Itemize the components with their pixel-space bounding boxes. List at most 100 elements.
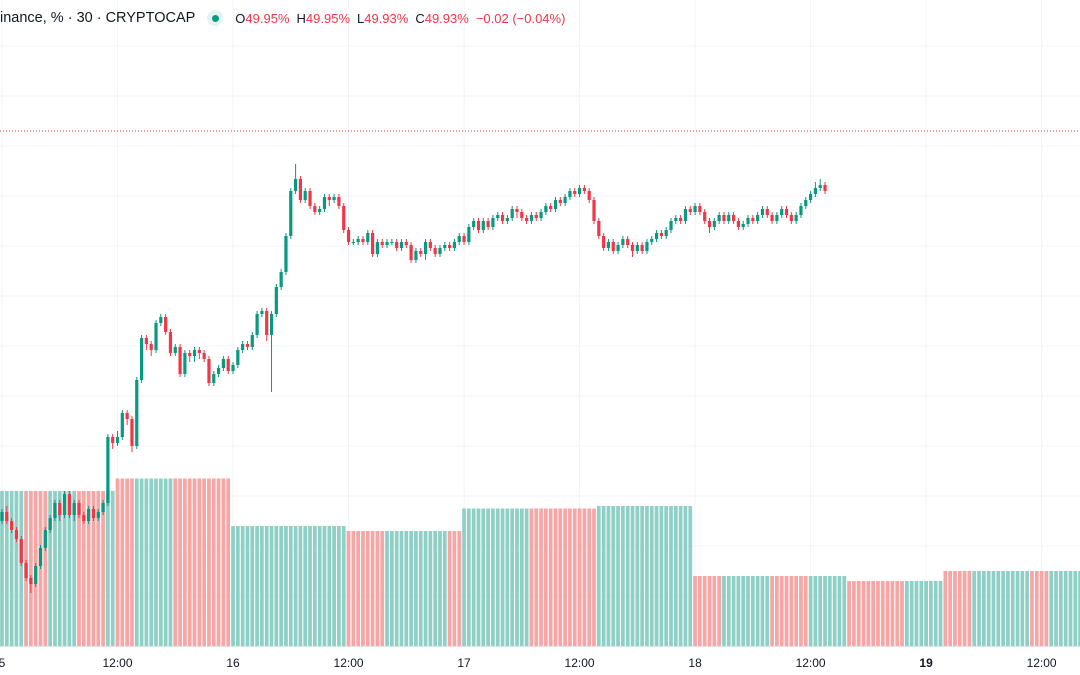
volume-bar [611, 506, 616, 646]
candle [87, 506, 91, 524]
volume-bar [746, 576, 750, 646]
candle [192, 347, 197, 362]
candle [693, 203, 697, 215]
volume-bar [1030, 571, 1034, 646]
candle [38, 545, 43, 569]
candle [409, 242, 413, 263]
volume-bar [67, 491, 72, 646]
candle [770, 212, 774, 224]
volume-bar [750, 576, 755, 646]
candle [419, 248, 423, 257]
candle [53, 500, 57, 521]
candle [731, 212, 736, 224]
candle [120, 410, 124, 440]
candle [101, 500, 105, 515]
candle [722, 212, 726, 224]
volume-bar [852, 581, 856, 646]
volume-bar [361, 531, 365, 646]
volume-bar [914, 581, 919, 646]
volume-bar [120, 478, 125, 646]
volume-bar [158, 478, 163, 646]
volume-bar [1058, 571, 1063, 646]
candle [212, 371, 216, 386]
volume-bar [96, 491, 101, 646]
candle [433, 245, 437, 257]
volume-bar [784, 576, 789, 646]
volume-bar [144, 478, 149, 646]
volume-bar [72, 491, 77, 646]
candle [361, 236, 365, 245]
volume-bar [673, 506, 678, 646]
candle [438, 245, 442, 257]
candle [19, 536, 23, 566]
volume-bar [178, 478, 182, 646]
volume-bar [399, 531, 404, 646]
symbol-title[interactable]: inance, % · 30 · CRYPTOCAP [0, 10, 196, 26]
volume-bar [303, 526, 308, 646]
candle [188, 350, 192, 362]
candle [727, 212, 731, 224]
volume-bar [341, 526, 346, 646]
candle [775, 212, 779, 224]
volume-bar [765, 576, 770, 646]
volume-bar [260, 526, 264, 646]
volume-bar [717, 576, 722, 646]
volume-bar [722, 576, 726, 646]
volume-bar [389, 531, 394, 646]
candle [500, 212, 505, 224]
volume-bar [986, 571, 991, 646]
volume-bar [187, 478, 192, 646]
volume-bar [890, 581, 895, 646]
time-axis[interactable]: 5 12:00 16 12:00 17 12:00 18 12:00 19 12:00 [0, 656, 1057, 670]
volume-bar [1073, 571, 1078, 646]
candle [308, 188, 312, 209]
candle [149, 341, 153, 356]
volume-bar [149, 478, 154, 646]
candle [799, 203, 803, 218]
high-key: H [296, 10, 306, 26]
volume-bar [1025, 571, 1030, 646]
volume-bar [457, 531, 462, 646]
volume-bar [880, 581, 885, 646]
time-axis-label: 12:00 [796, 656, 826, 670]
volume-bar [491, 508, 495, 646]
volume-bar [423, 531, 428, 646]
volume-bar [29, 491, 33, 646]
volume-bar [346, 531, 351, 646]
candle [0, 509, 4, 524]
volume-bar [866, 581, 871, 646]
candle [313, 203, 317, 215]
candle [115, 431, 120, 446]
volume-bar [19, 491, 24, 646]
candle [717, 212, 721, 224]
candle [640, 242, 644, 254]
candle [216, 365, 221, 377]
volume-bar [428, 531, 433, 646]
candle [760, 206, 765, 218]
candle [298, 176, 303, 203]
volume-bar [62, 491, 67, 646]
volume-bar [645, 506, 649, 646]
candle [43, 527, 47, 551]
candle [818, 179, 822, 191]
volume-bar [683, 506, 688, 646]
candle [197, 347, 201, 359]
volume-bar [736, 576, 741, 646]
volume-bar [168, 478, 173, 646]
volume-bar [269, 526, 274, 646]
volume-bar [202, 478, 207, 646]
volume-bar [438, 531, 442, 646]
volume-bar [1049, 571, 1054, 646]
candlestick-series [0, 164, 827, 593]
time-axis-label: 12:00 [334, 656, 364, 670]
candle [621, 236, 625, 248]
time-axis-label: 12:00 [1027, 656, 1057, 670]
volume-bar [938, 581, 943, 646]
candle [72, 500, 76, 521]
candle [756, 212, 760, 224]
volume-bar [933, 581, 938, 646]
low-key: L [357, 10, 365, 26]
volume-bar [322, 526, 327, 646]
candle [606, 239, 611, 251]
